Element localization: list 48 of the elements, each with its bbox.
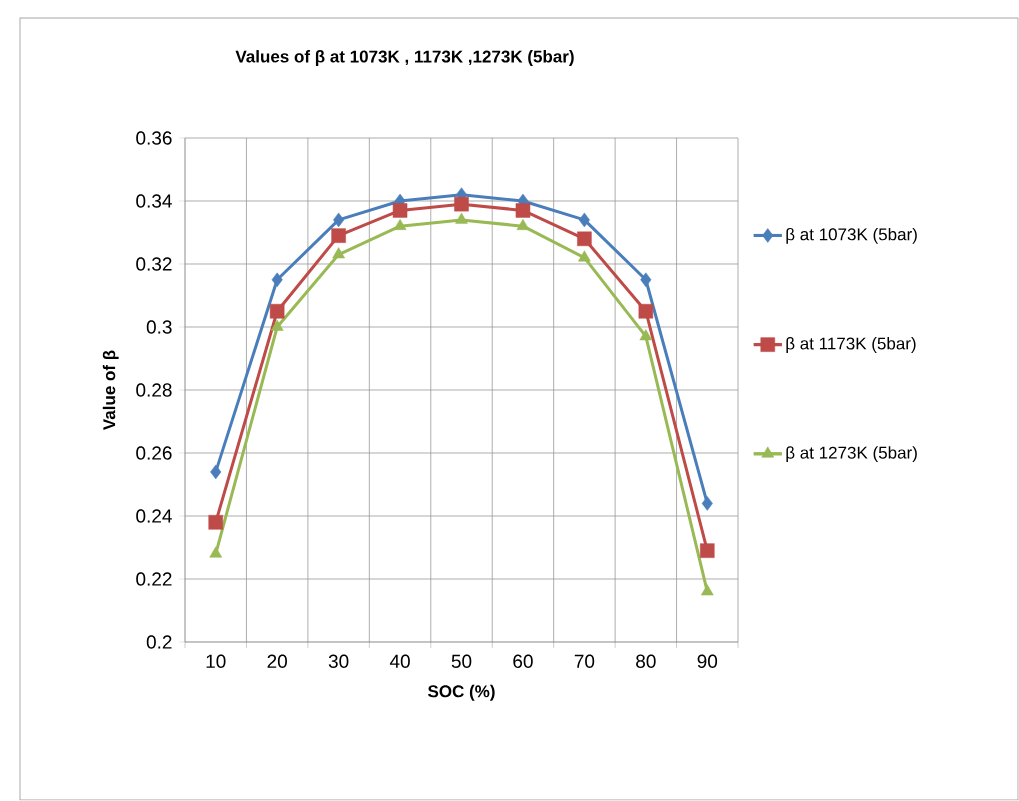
point: [331, 228, 346, 244]
x-tick-label: 70: [574, 654, 595, 669]
point: [333, 212, 345, 228]
legend-label: β at 1273K (5bar): [786, 446, 917, 463]
point: [209, 546, 223, 558]
x-axis-title: SOC (%): [427, 685, 495, 701]
x-tick-label: 50: [451, 654, 472, 669]
point: [578, 212, 590, 228]
point: [516, 219, 530, 231]
point: [638, 304, 654, 319]
x-tick-label: 10: [206, 654, 226, 669]
point: [208, 515, 223, 530]
point: [455, 212, 468, 224]
point: [210, 464, 222, 480]
x-tick-label: 40: [389, 654, 410, 669]
point: [271, 272, 283, 288]
y-tick-label: 0.28: [136, 383, 172, 397]
y-tick-label: 0.32: [136, 257, 172, 271]
point: [393, 219, 407, 231]
point: [454, 197, 469, 212]
y-tick-label: 0.34: [136, 194, 172, 208]
point: [639, 329, 653, 341]
y-tick-label: 0.22: [136, 572, 172, 586]
y-tick-label: 0.3: [146, 320, 172, 334]
y-tick-label: 0.24: [136, 509, 172, 523]
point: [269, 304, 285, 319]
point: [515, 203, 531, 218]
point: [640, 272, 652, 288]
point: [270, 320, 284, 331]
y-axis-title: Value of β: [102, 350, 119, 431]
x-tick-label: 90: [697, 654, 718, 669]
point: [701, 496, 713, 511]
point: [577, 231, 592, 247]
y-tick-label: 0.2: [146, 635, 172, 649]
legend-label: β at 1173K (5bar): [786, 337, 916, 354]
point: [700, 584, 714, 596]
chart-title: Values of β at 1073K , 1173K ,1273K (5bar): [235, 50, 574, 67]
x-tick-label: 80: [636, 654, 656, 669]
y-tick-label: 0.36: [136, 131, 172, 145]
point: [392, 203, 408, 218]
y-tick-label: 0.26: [136, 446, 172, 460]
point: [578, 250, 591, 262]
x-tick-label: 60: [513, 654, 533, 669]
point: [332, 247, 345, 259]
legend-label: β at 1073K (5bar): [786, 228, 917, 244]
x-tick-label: 30: [328, 654, 349, 669]
x-tick-label: 20: [267, 654, 287, 669]
point: [700, 543, 715, 559]
